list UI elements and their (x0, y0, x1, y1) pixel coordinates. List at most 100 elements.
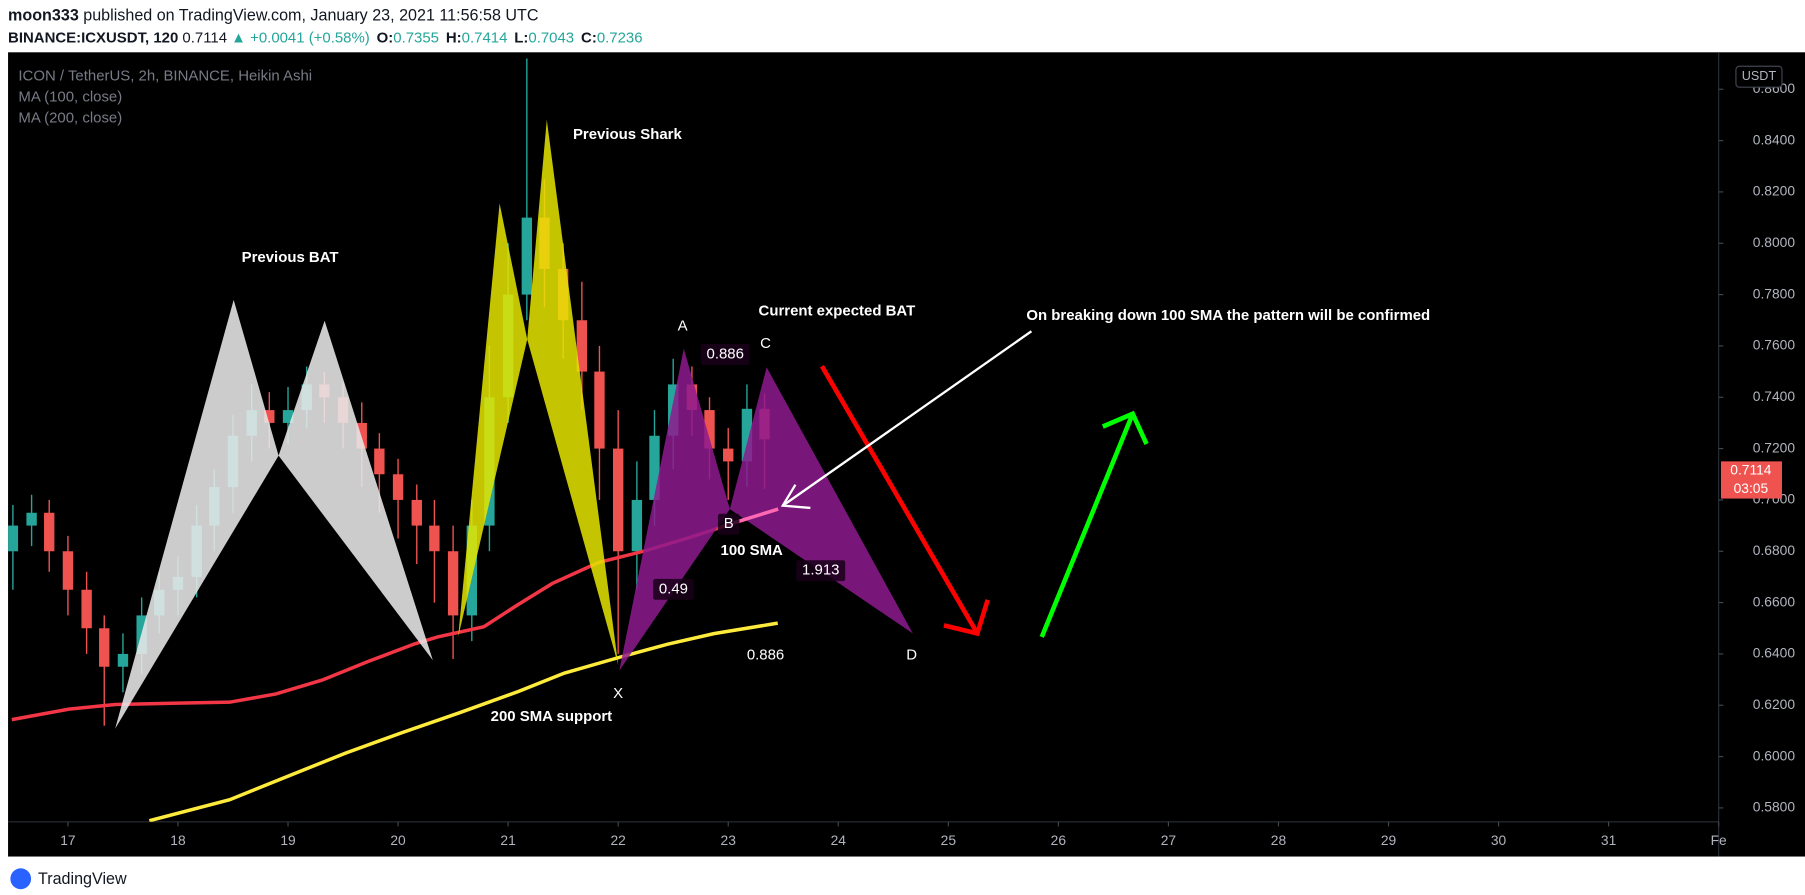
countdown: 03:05 (1734, 480, 1769, 496)
candle-body (282, 410, 294, 423)
bat-triangle (278, 320, 433, 661)
y-tick-label: 0.6800 (1753, 542, 1796, 558)
x-tick-label: 20 (390, 832, 406, 848)
candle-body (117, 653, 129, 667)
x-tick-label: 26 (1051, 832, 1067, 848)
candle-body (649, 435, 660, 500)
current-bat-triangle (729, 367, 913, 634)
x-tick-label: Fe (1711, 832, 1727, 848)
moving-average (148, 621, 779, 822)
ohlc: O:0.7355 H:0.7414 L:0.7043 C:0.7236 (377, 29, 643, 46)
candle-body (81, 589, 92, 629)
annotation: Previous BAT (242, 249, 340, 266)
x-tick-label: 28 (1271, 832, 1287, 848)
header-line-1: moon333 published on TradingView.com, Ja… (8, 7, 539, 25)
footer-logo: TradingView (10, 868, 127, 890)
annotations: Previous BAT Previous Shark Current expect… (242, 126, 1431, 725)
x-tick-label: 18 (170, 832, 186, 848)
y-tick-label: 0.8200 (1753, 183, 1796, 199)
annotation: On breaking down 100 SMA the pattern wil… (1026, 307, 1430, 324)
last-price-box (1720, 461, 1782, 499)
shark-triangle (458, 203, 528, 637)
price: 0.7114 (182, 29, 227, 46)
y-tick-label: 0.7400 (1753, 388, 1796, 404)
symbol: BINANCE:ICXUSDT, 120 (8, 29, 178, 46)
annotation: Current expected BAT (759, 302, 916, 319)
legend-entry: MA (200, close) (18, 109, 122, 126)
candle-body (62, 551, 74, 590)
y-tick-label: 0.6600 (1753, 593, 1796, 609)
candle-body (429, 525, 440, 552)
x-tick-label: 21 (500, 832, 516, 848)
currency-box (1735, 65, 1783, 88)
annotation: X (613, 685, 623, 702)
author: moon333 (8, 7, 79, 25)
candle-body (631, 499, 643, 552)
x-tick-label: 22 (610, 832, 626, 848)
y-tick-label: 0.6000 (1753, 747, 1796, 763)
y-tick-label: 0.7200 (1753, 439, 1796, 455)
white-arrow (782, 330, 1033, 507)
candle-body (576, 320, 588, 372)
annotation: C (760, 335, 771, 352)
ohlc-value: 0.7236 (597, 29, 643, 46)
y-tick-label: 0.7600 (1753, 337, 1796, 353)
legend-entry: MA (100, close) (18, 89, 122, 106)
annotation: Previous Shark (573, 126, 682, 143)
ohlc-value: 0.7355 (393, 29, 439, 46)
x-tick-label: 25 (941, 832, 957, 848)
annotation: A (678, 318, 688, 335)
candle-body (612, 448, 624, 552)
shark-triangle (527, 119, 619, 665)
candle-body (741, 408, 753, 462)
candle-body (723, 448, 734, 462)
brand: TradingView (38, 870, 127, 888)
annotation: B (724, 515, 734, 532)
x-tick-label: 30 (1491, 832, 1507, 848)
legend-entry: ICON / TetherUS, 2h, BINANCE, Heikin Ash… (18, 68, 312, 85)
y-tick-label: 0.7800 (1753, 285, 1796, 301)
candle-body (594, 371, 605, 449)
last-price: 0.7114 (1730, 461, 1771, 477)
ohlc-label: O: (377, 29, 394, 46)
y-tick-label: 0.8400 (1753, 131, 1796, 147)
y-tick-label: 0.6400 (1753, 645, 1796, 661)
annotation: 0.886 (707, 345, 744, 362)
change: +0.0041 (+0.58%) (250, 29, 370, 46)
annotation-box (700, 344, 750, 365)
red-arrow (819, 364, 980, 635)
y-tick-label: 0.5800 (1753, 799, 1796, 815)
logo-icon (10, 868, 32, 890)
drawings (115, 119, 1149, 729)
annotation-box (717, 513, 740, 535)
candle-body (521, 217, 533, 295)
y-tick-label: 0.6200 (1753, 696, 1796, 712)
white-arrow-head (780, 484, 811, 510)
red-arrow-head (943, 599, 990, 637)
candle-body (392, 474, 404, 500)
header-line-2: BINANCE:ICXUSDT, 120 0.7114 ▲ +0.0041 (+… (8, 29, 642, 46)
x-tick-label: 19 (280, 832, 296, 848)
candle-body (356, 422, 367, 449)
annotation: 200 SMA support (491, 708, 613, 725)
candle-body (8, 525, 19, 552)
candle-body (447, 551, 459, 616)
candle-body (26, 512, 37, 526)
y-tick-label: 0.8000 (1753, 234, 1796, 250)
candle-body (704, 410, 715, 449)
currency: USDT (1742, 68, 1777, 83)
candle-body (374, 448, 385, 475)
ohlc-label: L: (514, 29, 528, 46)
x-tick-label: 29 (1381, 832, 1397, 848)
green-arrow-head (1101, 410, 1149, 445)
x-tick-label: 24 (831, 832, 847, 848)
x-tick-label: 17 (60, 832, 76, 848)
annotation-box (653, 578, 694, 600)
annotation-box (796, 560, 846, 582)
candle-body (264, 410, 275, 423)
annotation: 100 SMA (721, 542, 783, 559)
candle-body (411, 499, 422, 526)
ohlc-value: 0.7414 (462, 29, 508, 46)
ohlc-label: C: (581, 29, 597, 46)
